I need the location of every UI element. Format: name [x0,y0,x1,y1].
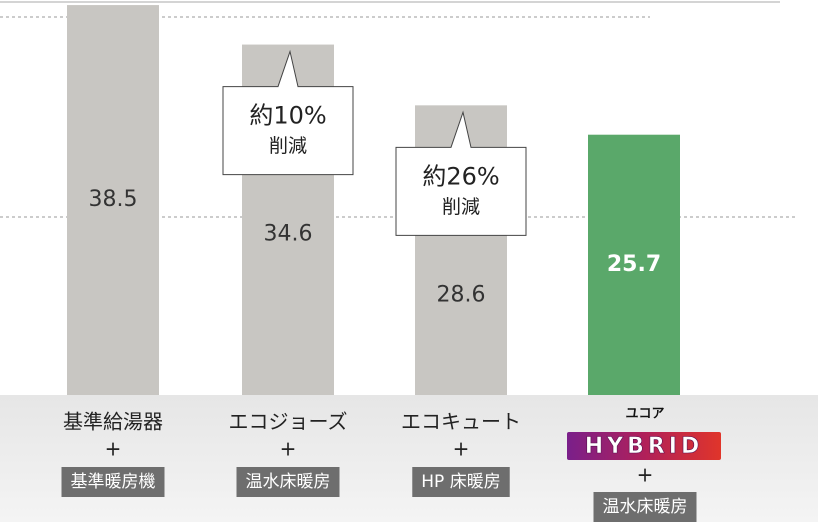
plus: + [453,437,470,461]
value-label: 38.5 [89,187,138,212]
x-tick-label: 基準給湯器 [63,410,163,434]
heating-label: 温水床暖房 [603,497,688,517]
brand-name: HYBRID [585,434,704,459]
heating-label: HP 床暖房 [421,472,500,492]
callout [395,110,527,236]
x-tick-label: ユコア [625,407,664,422]
callout-sub: 削減 [442,196,480,218]
heating-label-box [61,467,165,497]
value-label: 28.6 [437,282,486,307]
heating-label-box [412,467,510,497]
heating-label-box [236,467,340,497]
heating-label: 温水床暖房 [246,472,331,492]
bar [67,5,159,395]
plus: + [105,437,122,461]
plus: + [280,437,297,461]
heating-label-box [593,492,697,522]
callout-sub: 削減 [269,135,307,157]
bar [588,134,680,395]
callout [222,49,354,176]
value-label: 25.7 [607,252,661,277]
x-tick-label: エコキュート [401,410,521,434]
callout-main: 約26% [422,162,499,190]
brand-logo [567,432,721,460]
marks: 38.5 基準給湯器 + 基準暖房機 約10% 削減 34.6 エコジョーズ + 温水床暖房 約26… [61,5,721,522]
x-tick-label: エコジョーズ [229,410,348,434]
plus: + [637,463,654,487]
callout-main: 約10% [249,102,326,130]
value-label: 34.6 [264,222,313,247]
heating-label: 基準暖房機 [71,472,156,492]
